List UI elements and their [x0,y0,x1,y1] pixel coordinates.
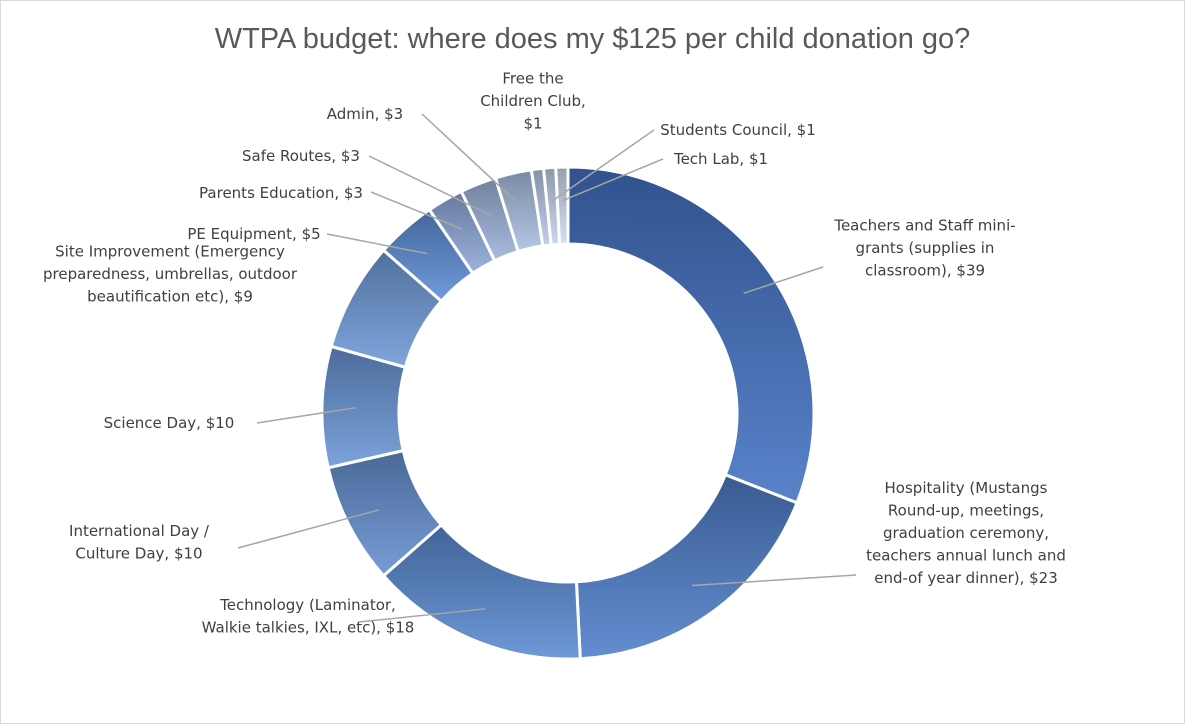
leader-line-hospitality-mustangs-round-up-meetings-g [691,574,857,587]
data-label-site-improvement-emergency-preparedness-: Site Improvement (Emergency preparedness,… [43,243,298,306]
chart-title: WTPA budget: where does my $125 per chil… [214,23,971,55]
leader-line-pe-equipment [326,233,428,255]
leader-line-science-day [256,406,356,424]
data-label-pe-equipment: PE Equipment, $5 [187,225,320,243]
leader-line-safe-routes [368,155,491,216]
slice-tech-lab [554,165,570,246]
leader-line-technology-laminator-walkie-talkies-ixl- [358,608,486,623]
data-label-free-the-children-club: Free the Children Club, $1 [480,70,586,133]
slice-teachers-and-staff-mini-grants-supplies- [566,165,816,505]
leader-line-tech-lab [562,158,664,202]
data-label-students-council: Students Council, $1 [660,121,816,139]
data-label-teachers-and-staff-mini-grants-supplies-: Teachers and Staff mini-grants (supplies… [833,217,1015,280]
leader-line-parents-education [370,191,463,230]
data-label-admin: Admin, $3 [327,105,403,123]
data-label-technology-laminator-walkie-talkies-ixl-: Technology (Laminator, Walkie talkies, IX… [202,596,415,637]
data-label-international-day-culture-day: International Day / Culture Day, $10 [69,522,210,563]
data-label-hospitality-mustangs-round-up-meetings-g: Hospitality (Mustangs Round-up, meetings,… [866,479,1066,587]
slice-hospitality-mustangs-round-up-meetings-g [574,472,799,661]
leader-line-teachers-and-staff-mini-grants-supplies- [743,266,824,295]
data-label-parents-education: Parents Education, $3 [199,184,363,202]
leader-line-international-day-culture-day [237,509,380,549]
leader-line-students-council [551,129,655,202]
leader-line-admin [421,113,522,207]
data-label-safe-routes: Safe Routes, $3 [242,147,360,165]
data-label-science-day: Science Day, $10 [104,414,235,432]
data-label-tech-lab: Tech Lab, $1 [673,150,768,168]
